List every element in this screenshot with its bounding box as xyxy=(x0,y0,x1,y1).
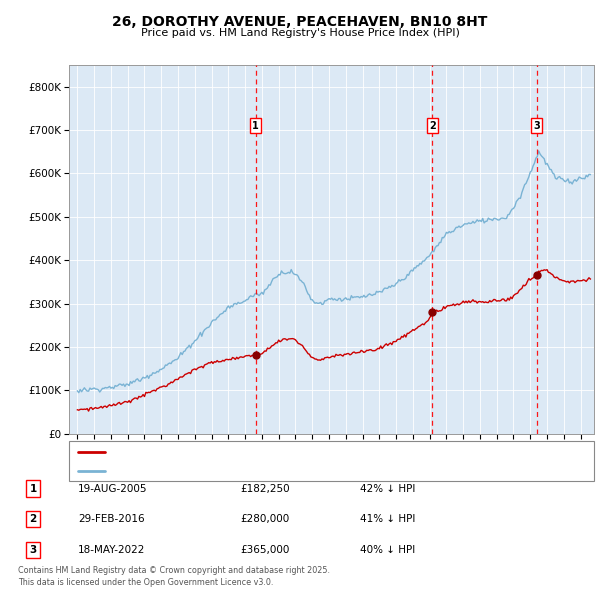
Text: 29-FEB-2016: 29-FEB-2016 xyxy=(78,514,145,524)
Text: £182,250: £182,250 xyxy=(240,484,290,493)
Text: Price paid vs. HM Land Registry's House Price Index (HPI): Price paid vs. HM Land Registry's House … xyxy=(140,28,460,38)
Text: £365,000: £365,000 xyxy=(240,545,289,555)
Text: 26, DOROTHY AVENUE, PEACEHAVEN, BN10 8HT: 26, DOROTHY AVENUE, PEACEHAVEN, BN10 8HT xyxy=(112,15,488,29)
Text: 2: 2 xyxy=(29,514,37,524)
Text: 2: 2 xyxy=(429,120,436,130)
Text: HPI: Average price, detached house, Lewes: HPI: Average price, detached house, Lewe… xyxy=(111,466,322,476)
Text: 41% ↓ HPI: 41% ↓ HPI xyxy=(360,514,415,524)
Text: 1: 1 xyxy=(253,120,259,130)
Text: Contains HM Land Registry data © Crown copyright and database right 2025.
This d: Contains HM Land Registry data © Crown c… xyxy=(18,566,330,587)
Text: £280,000: £280,000 xyxy=(240,514,289,524)
Text: 18-MAY-2022: 18-MAY-2022 xyxy=(78,545,145,555)
Text: 40% ↓ HPI: 40% ↓ HPI xyxy=(360,545,415,555)
Text: 3: 3 xyxy=(29,545,37,555)
Text: 26, DOROTHY AVENUE, PEACEHAVEN, BN10 8HT (detached house): 26, DOROTHY AVENUE, PEACEHAVEN, BN10 8HT… xyxy=(111,447,437,457)
Text: 42% ↓ HPI: 42% ↓ HPI xyxy=(360,484,415,493)
Text: 1: 1 xyxy=(29,484,37,493)
Text: 3: 3 xyxy=(533,120,540,130)
Text: 19-AUG-2005: 19-AUG-2005 xyxy=(78,484,148,493)
